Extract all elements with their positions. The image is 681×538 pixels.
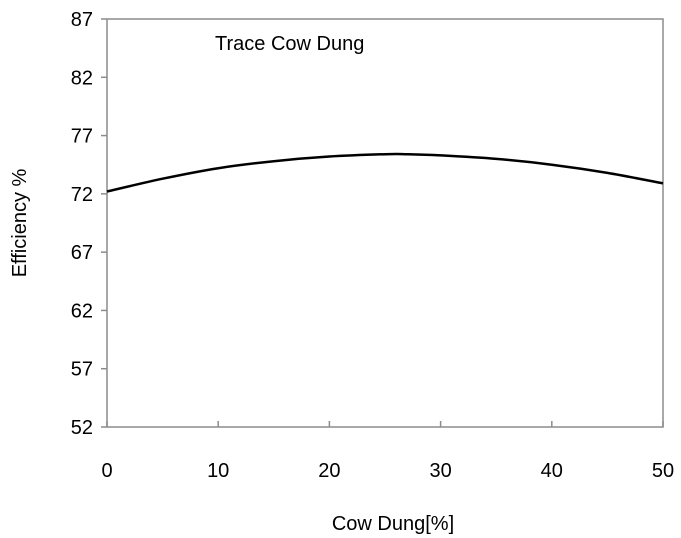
y-tick-label: 62 (71, 300, 93, 322)
chart-annotation: Trace Cow Dung (215, 33, 364, 55)
x-tick-label: 50 (652, 460, 674, 482)
series-line-0 (106, 152, 664, 193)
y-tick-label: 57 (71, 359, 93, 381)
y-tick-label: 72 (71, 184, 93, 206)
plot-area (106, 18, 664, 428)
x-axis: 0 10 20 30 40 50 (101, 421, 674, 482)
x-tick-label: 10 (207, 460, 229, 482)
y-axis-label: Efficiency % (9, 169, 31, 278)
y-tick-label: 77 (71, 126, 93, 148)
x-tick-label: 30 (429, 460, 451, 482)
y-axis: 52 57 62 67 72 77 82 87 (71, 9, 107, 439)
y-tick-label: 82 (71, 67, 93, 89)
y-tick-label: 87 (71, 9, 93, 31)
x-tick-label: 0 (101, 460, 112, 482)
x-axis-label: Cow Dung[%] (332, 513, 454, 535)
y-tick-label: 67 (71, 242, 93, 264)
y-tick-label: 52 (71, 417, 93, 439)
series-layer (106, 152, 664, 193)
x-tick-label: 20 (318, 460, 340, 482)
x-tick-label: 40 (541, 460, 563, 482)
